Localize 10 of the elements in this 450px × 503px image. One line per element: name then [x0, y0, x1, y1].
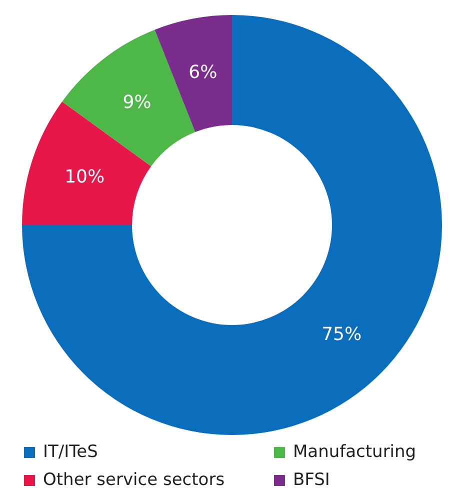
data-label: 9%	[122, 92, 152, 114]
legend-label: Manufacturing	[293, 442, 416, 462]
legend-label: Other service sectors	[43, 470, 225, 490]
data-label: 10%	[64, 166, 105, 188]
data-label: 6%	[188, 62, 218, 84]
legend-label: BFSI	[293, 470, 330, 490]
legend-label: IT/ITeS	[43, 442, 98, 462]
donut-slice	[154, 15, 232, 132]
donut-slice	[22, 15, 442, 435]
data-label: 75%	[322, 324, 362, 346]
